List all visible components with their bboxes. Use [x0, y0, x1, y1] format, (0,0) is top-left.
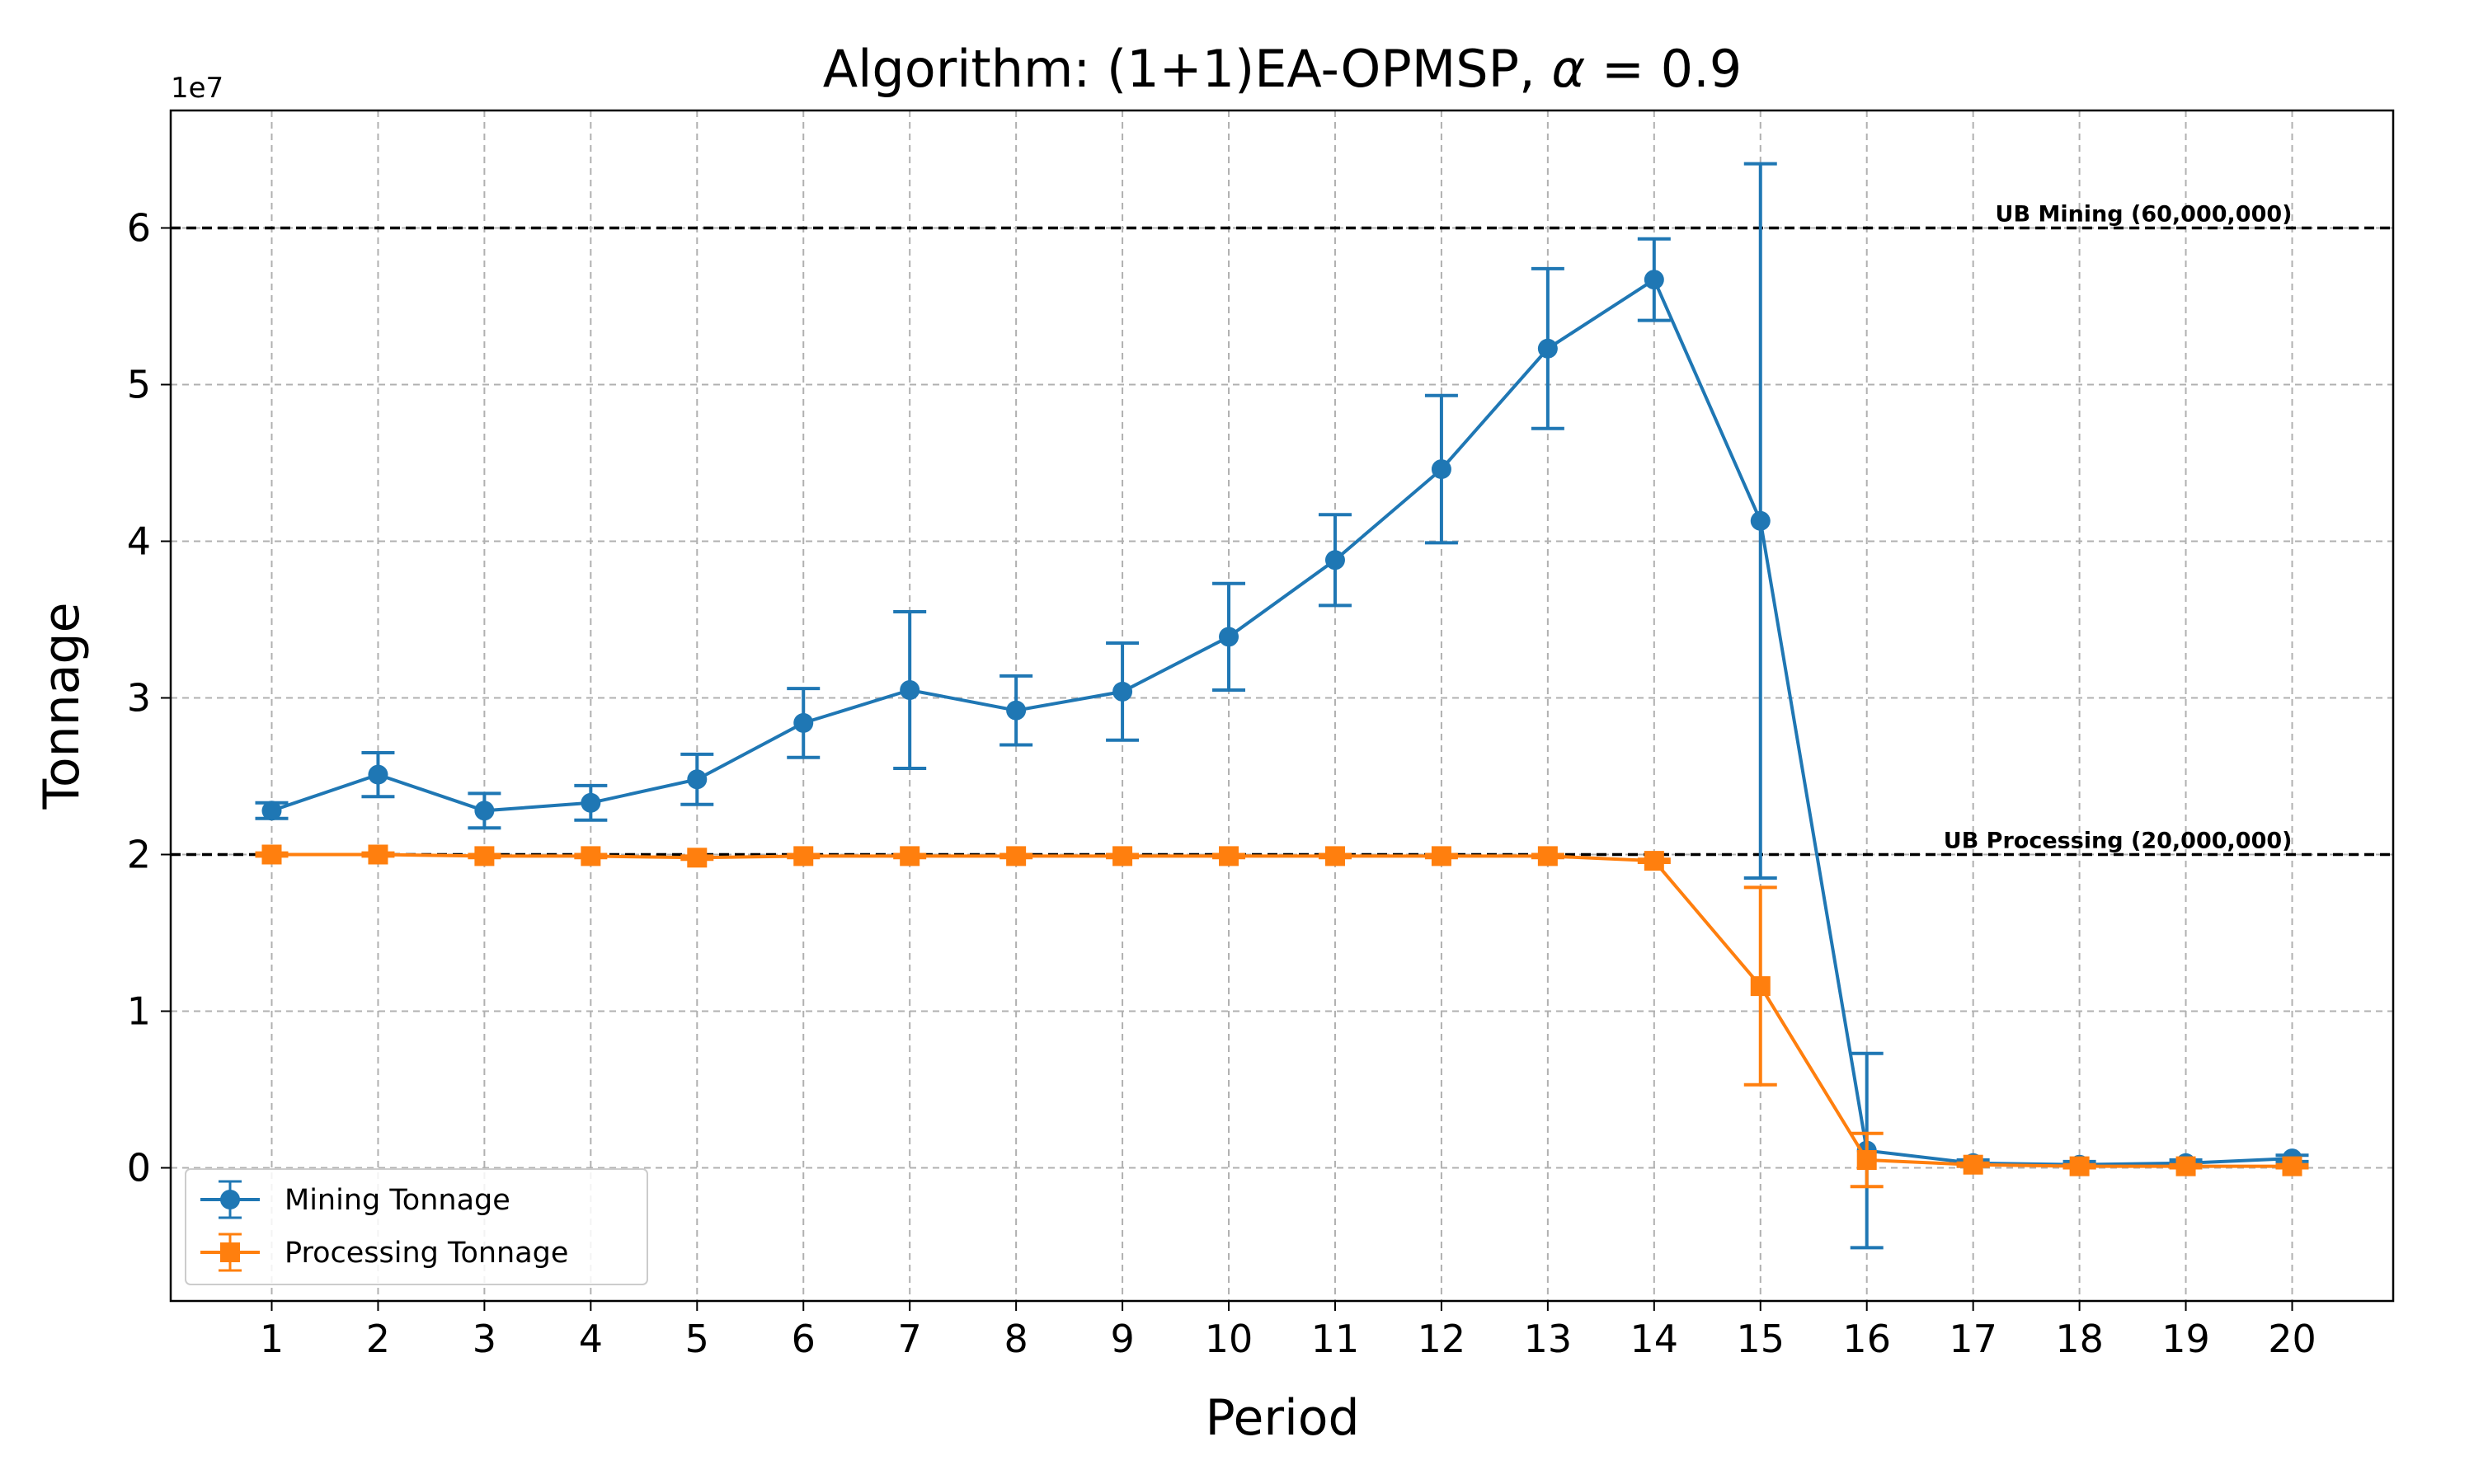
x-tick-label: 2	[366, 1317, 390, 1361]
data-point	[261, 844, 282, 865]
legend-label: Mining Tonnage	[285, 1184, 510, 1217]
x-tick-label: 6	[792, 1317, 816, 1361]
chart-title: Algorithm: (1+1)EA-OPMSP, α = 0.9	[823, 39, 1742, 99]
x-tick-label: 5	[685, 1317, 709, 1361]
data-point	[1750, 510, 1771, 531]
legend-box	[185, 1168, 648, 1285]
data-point	[368, 844, 388, 865]
reference-lines: UB Mining (60,000,000) UB Processing (20,…	[171, 202, 2393, 857]
data-point	[1537, 338, 1558, 359]
data-point	[1112, 846, 1133, 866]
legend: Mining Tonnage Processing Tonnage	[185, 1168, 648, 1285]
data-point	[1856, 1150, 1877, 1170]
grid	[171, 110, 2393, 1301]
x-tick-label: 14	[1630, 1317, 1679, 1361]
y-ticks: 0 1 2 3 4 5 6	[127, 206, 171, 1190]
x-ticks: 1 2 3 4 5 6 7 8 9 10 11 12 13 14 15 16 17 18 19 20	[260, 1301, 2316, 1361]
data-point	[1644, 270, 1664, 290]
y-tick-label: 0	[127, 1146, 151, 1190]
data-point	[1537, 846, 1558, 866]
y-tick-label: 6	[127, 206, 151, 251]
data-point	[581, 792, 601, 813]
data-point	[1219, 846, 1239, 866]
legend-marker	[220, 1242, 240, 1262]
data-point	[793, 712, 814, 733]
data-point	[368, 764, 388, 785]
reference-line-label: UB Mining (60,000,000)	[1996, 202, 2293, 228]
y-tick-label: 2	[127, 833, 151, 877]
data-point	[474, 801, 495, 821]
data-point	[1006, 700, 1027, 721]
data-point	[687, 848, 708, 868]
x-tick-label: 9	[1110, 1317, 1134, 1361]
x-axis-label: Period	[1205, 1389, 1359, 1447]
data-point	[581, 846, 601, 866]
data-point	[1750, 976, 1771, 997]
x-tick-label: 8	[1004, 1317, 1028, 1361]
data-point	[1324, 846, 1345, 866]
series-processing-tonnage	[255, 844, 2309, 1189]
x-tick-label: 4	[579, 1317, 603, 1361]
data-point	[2175, 1156, 2196, 1176]
data-point	[474, 846, 495, 866]
data-point	[261, 801, 282, 821]
x-tick-label: 1	[260, 1317, 284, 1361]
x-tick-label: 11	[1311, 1317, 1360, 1361]
data-point	[900, 846, 920, 866]
x-tick-label: 15	[1736, 1317, 1785, 1361]
x-tick-label: 18	[2055, 1317, 2104, 1361]
series-line	[271, 852, 2293, 1168]
y-offset-label: 1e7	[171, 72, 223, 105]
x-tick-label: 7	[898, 1317, 922, 1361]
series-line	[270, 277, 2293, 1167]
data-point	[1006, 846, 1027, 866]
data-point	[1644, 851, 1664, 871]
x-tick-label: 10	[1205, 1317, 1253, 1361]
x-tick-label: 17	[1949, 1317, 1997, 1361]
data-point	[1324, 550, 1345, 571]
data-point	[900, 680, 920, 700]
data-point	[793, 846, 814, 866]
x-tick-label: 20	[2268, 1317, 2316, 1361]
x-tick-label: 16	[1842, 1317, 1891, 1361]
y-axis-label: Tonnage	[33, 603, 91, 810]
y-tick-label: 1	[127, 989, 151, 1034]
x-tick-label: 3	[473, 1317, 496, 1361]
legend-marker	[220, 1190, 240, 1209]
x-tick-label: 12	[1418, 1317, 1466, 1361]
y-tick-label: 3	[127, 676, 151, 721]
x-tick-label: 19	[2161, 1317, 2210, 1361]
data-point	[687, 769, 708, 790]
data-point	[2069, 1156, 2090, 1176]
data-point	[1431, 846, 1451, 866]
data-point	[2282, 1156, 2302, 1176]
series-layer	[255, 162, 2309, 1250]
data-point	[1963, 1154, 1983, 1175]
data-point	[1219, 627, 1239, 647]
legend-label: Processing Tonnage	[285, 1237, 568, 1270]
y-tick-label: 5	[127, 363, 151, 407]
y-tick-label: 4	[127, 519, 151, 564]
data-point	[1431, 459, 1451, 480]
data-point	[1112, 681, 1133, 702]
reference-line-label: UB Processing (20,000,000)	[1944, 829, 2293, 854]
series-mining-tonnage	[255, 162, 2309, 1250]
plot-frame	[169, 109, 2395, 1303]
x-tick-label: 13	[1524, 1317, 1573, 1361]
